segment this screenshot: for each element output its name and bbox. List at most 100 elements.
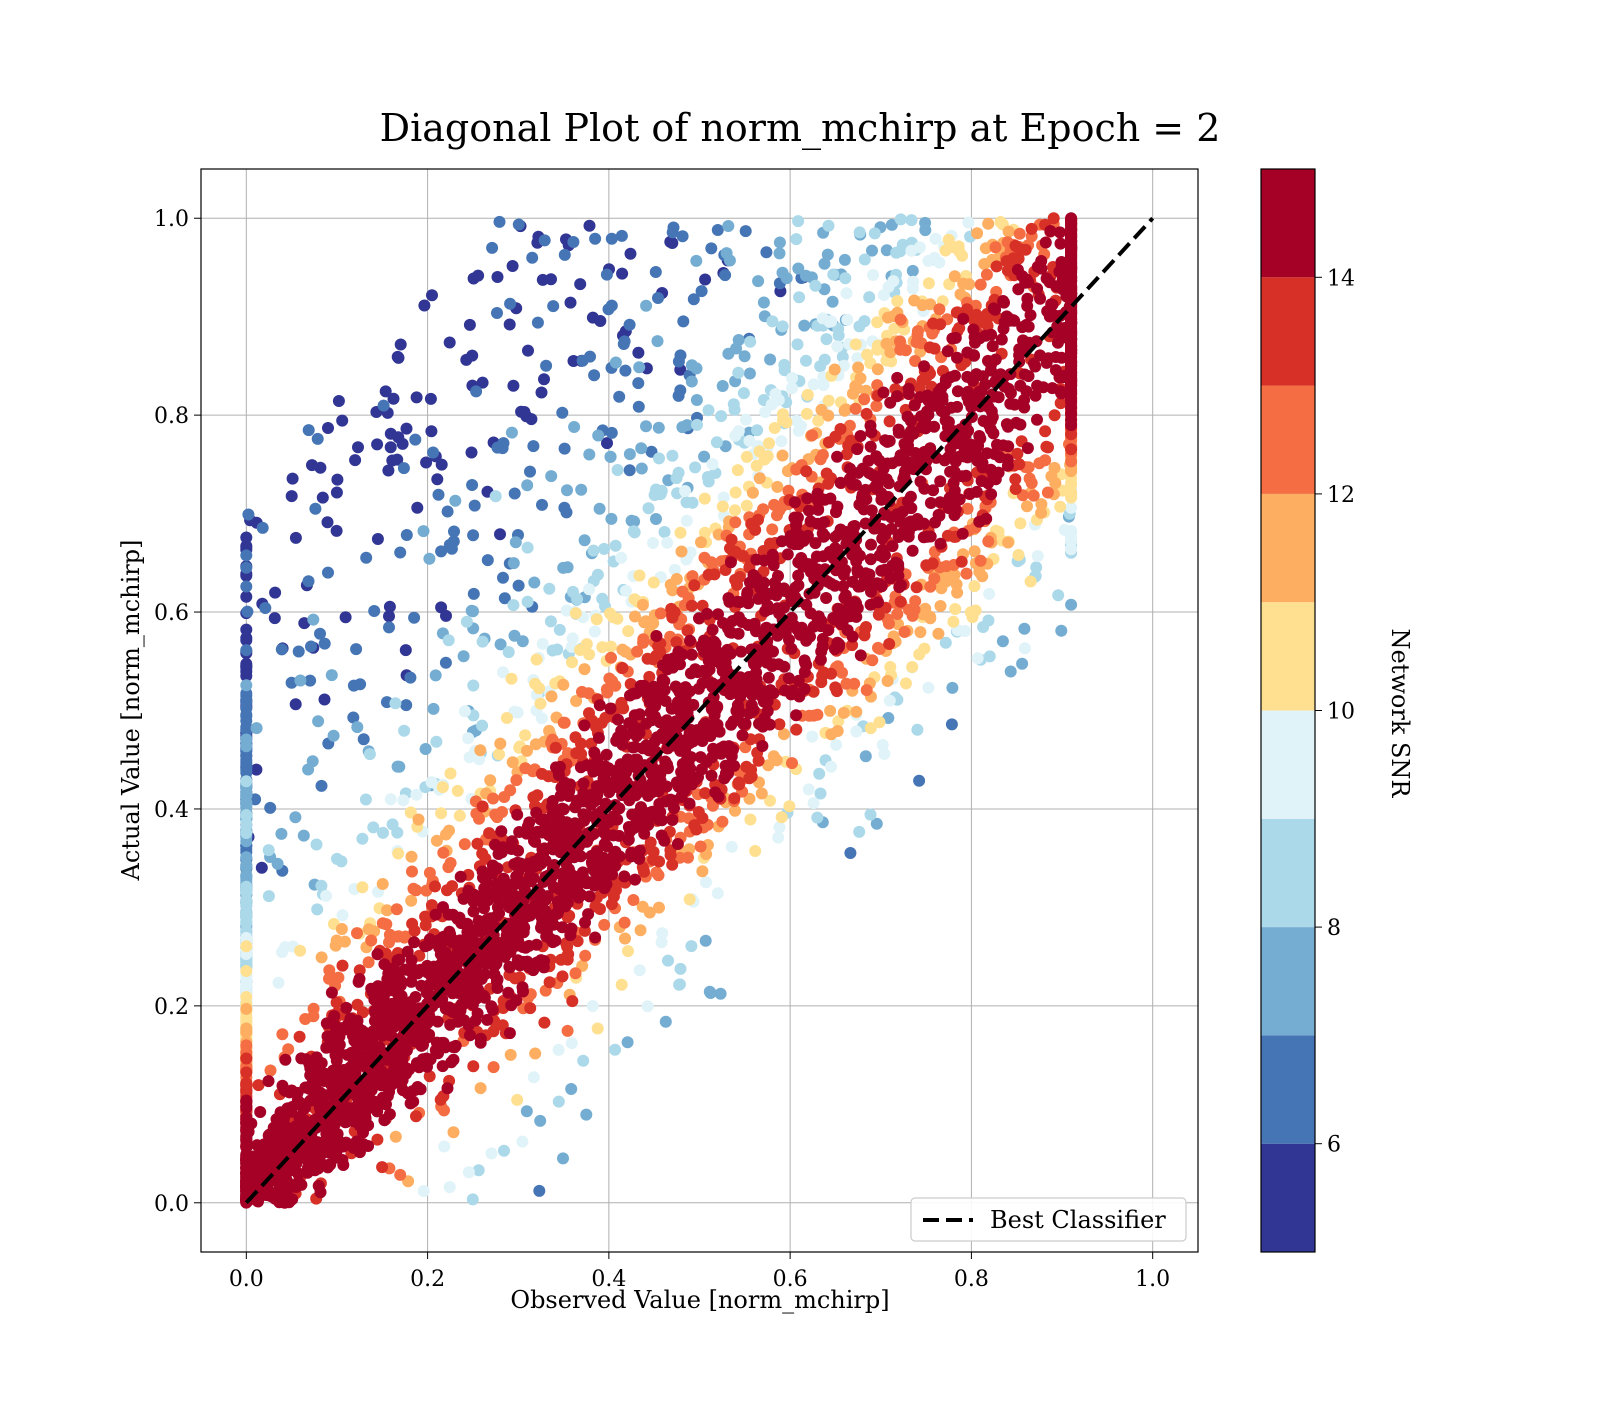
scatter-point <box>781 272 793 284</box>
scatter-point <box>760 246 772 258</box>
scatter-point <box>316 951 328 963</box>
scatter-point <box>383 1086 395 1098</box>
scatter-point <box>822 478 834 490</box>
scatter-point <box>825 761 837 773</box>
scatter-point <box>772 832 784 844</box>
scatter-point <box>577 1055 589 1067</box>
scatter-point <box>545 470 557 482</box>
scatter-point <box>969 337 981 349</box>
scatter-point <box>859 254 871 266</box>
scatter-point <box>494 738 506 750</box>
scatter-point <box>618 870 630 882</box>
scatter-point <box>311 839 323 851</box>
scatter-point <box>609 680 621 692</box>
scatter-point <box>561 484 573 496</box>
scatter-point <box>922 682 934 694</box>
scatter-point <box>336 923 348 935</box>
scatter-point <box>337 960 349 972</box>
scatter-point <box>566 656 578 668</box>
scatter-point <box>674 658 686 670</box>
scatter-point <box>484 774 496 786</box>
scatter-point <box>903 388 915 400</box>
scatter-point <box>583 449 595 461</box>
scatter-point <box>358 733 370 745</box>
scatter-point <box>429 880 441 892</box>
scatter-point <box>635 924 647 936</box>
scatter-point <box>1016 658 1028 670</box>
scatter-point <box>574 644 586 656</box>
scatter-point <box>825 315 837 327</box>
scatter-point <box>442 506 454 518</box>
scatter-point <box>605 652 617 664</box>
scatter-point <box>616 979 628 991</box>
scatter-point <box>917 374 929 386</box>
scatter-point <box>1031 414 1043 426</box>
scatter-point <box>599 772 611 784</box>
scatter-point <box>815 788 827 800</box>
scatter-point <box>967 375 979 387</box>
scatter-point <box>554 624 566 636</box>
scatter-point <box>682 625 694 637</box>
scatter-point <box>714 726 726 738</box>
scatter-point <box>777 320 789 332</box>
scatter-point <box>722 220 734 232</box>
scatter-point <box>808 378 820 390</box>
scatter-point <box>507 599 519 611</box>
scatter-point <box>610 540 622 552</box>
scatter-point <box>879 564 891 576</box>
scatter-point <box>945 402 957 414</box>
scatter-point <box>619 917 631 929</box>
scatter-point <box>567 236 579 248</box>
scatter-point <box>396 990 408 1002</box>
scatter-point <box>839 272 851 284</box>
scatter-point <box>549 935 561 947</box>
scatter-point <box>790 709 802 721</box>
scatter-point <box>483 827 495 839</box>
scatter-point <box>294 675 306 687</box>
scatter-point <box>634 708 646 720</box>
scatter-point <box>491 307 503 319</box>
scatter-point <box>454 810 466 822</box>
scatter-point <box>392 431 404 443</box>
scatter-point <box>714 648 726 660</box>
scatter-point <box>466 447 478 459</box>
scatter-point <box>676 421 688 433</box>
scatter-point <box>469 500 481 512</box>
scatter-point <box>863 467 875 479</box>
scatter-point <box>445 1056 457 1068</box>
scatter-point <box>961 568 973 580</box>
scatter-point <box>391 827 403 839</box>
scatter-point <box>588 369 600 381</box>
scatter-point <box>340 611 352 623</box>
scatter-point <box>847 520 859 532</box>
scatter-point <box>449 1041 461 1053</box>
scatter-point <box>829 643 841 655</box>
scatter-point <box>957 313 969 325</box>
scatter-point <box>617 739 629 751</box>
scatter-point <box>893 581 905 593</box>
scatter-point <box>684 635 696 647</box>
scatter-point <box>392 954 404 966</box>
scatter-point <box>563 785 575 797</box>
scatter-point <box>603 303 615 315</box>
scatter-point <box>605 703 617 715</box>
scatter-point <box>964 488 976 500</box>
scatter-point <box>580 1109 592 1121</box>
scatter-point <box>666 612 678 624</box>
scatter-point <box>725 556 737 568</box>
scatter-point <box>821 468 833 480</box>
scatter-point <box>395 339 407 351</box>
scatter-point <box>616 268 628 280</box>
scatter-point <box>869 227 881 239</box>
scatter-point <box>557 679 569 691</box>
scatter-point <box>352 441 364 453</box>
scatter-point <box>448 535 460 547</box>
scatter-point <box>1019 277 1031 289</box>
scatter-point <box>737 729 749 741</box>
scatter-point <box>1025 576 1037 588</box>
scatter-point <box>790 724 802 736</box>
scatter-point <box>579 663 591 675</box>
scatter-point <box>833 603 845 615</box>
scatter-point <box>420 743 432 755</box>
scatter-point <box>392 761 404 773</box>
